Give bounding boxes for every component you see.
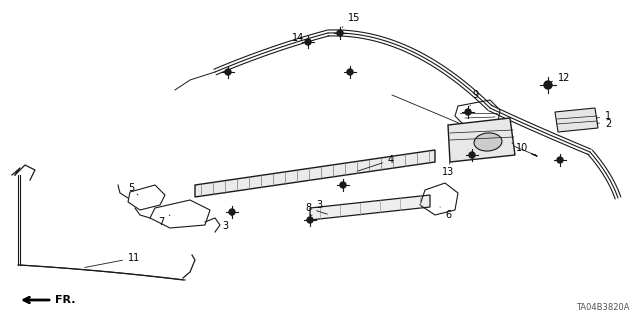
Polygon shape bbox=[310, 195, 430, 220]
Text: 14: 14 bbox=[292, 33, 308, 43]
Circle shape bbox=[544, 81, 552, 89]
Text: FR.: FR. bbox=[55, 295, 76, 305]
Polygon shape bbox=[555, 108, 598, 132]
Text: 5: 5 bbox=[128, 183, 138, 195]
Text: 10: 10 bbox=[512, 143, 528, 153]
Text: 3: 3 bbox=[312, 200, 322, 216]
Text: TA04B3820A: TA04B3820A bbox=[577, 303, 630, 312]
Text: 4: 4 bbox=[358, 155, 394, 171]
Polygon shape bbox=[448, 118, 515, 162]
Text: 11: 11 bbox=[84, 253, 140, 267]
Ellipse shape bbox=[474, 133, 502, 151]
Text: 7: 7 bbox=[158, 215, 170, 227]
Text: 12: 12 bbox=[550, 73, 570, 83]
Text: 15: 15 bbox=[342, 13, 360, 27]
Text: 2: 2 bbox=[597, 119, 611, 129]
Circle shape bbox=[229, 209, 235, 215]
Circle shape bbox=[307, 217, 313, 223]
Text: 6: 6 bbox=[440, 207, 451, 220]
Circle shape bbox=[337, 30, 343, 36]
Circle shape bbox=[340, 182, 346, 188]
Circle shape bbox=[557, 157, 563, 163]
Circle shape bbox=[469, 152, 475, 158]
Text: 8: 8 bbox=[305, 203, 327, 214]
Text: 3: 3 bbox=[222, 215, 232, 231]
Text: 9: 9 bbox=[470, 90, 478, 106]
Circle shape bbox=[225, 69, 231, 75]
Polygon shape bbox=[195, 150, 435, 197]
Circle shape bbox=[347, 69, 353, 75]
Circle shape bbox=[465, 109, 471, 115]
Text: 13: 13 bbox=[442, 162, 454, 177]
Circle shape bbox=[305, 39, 311, 45]
Text: 1: 1 bbox=[597, 111, 611, 121]
